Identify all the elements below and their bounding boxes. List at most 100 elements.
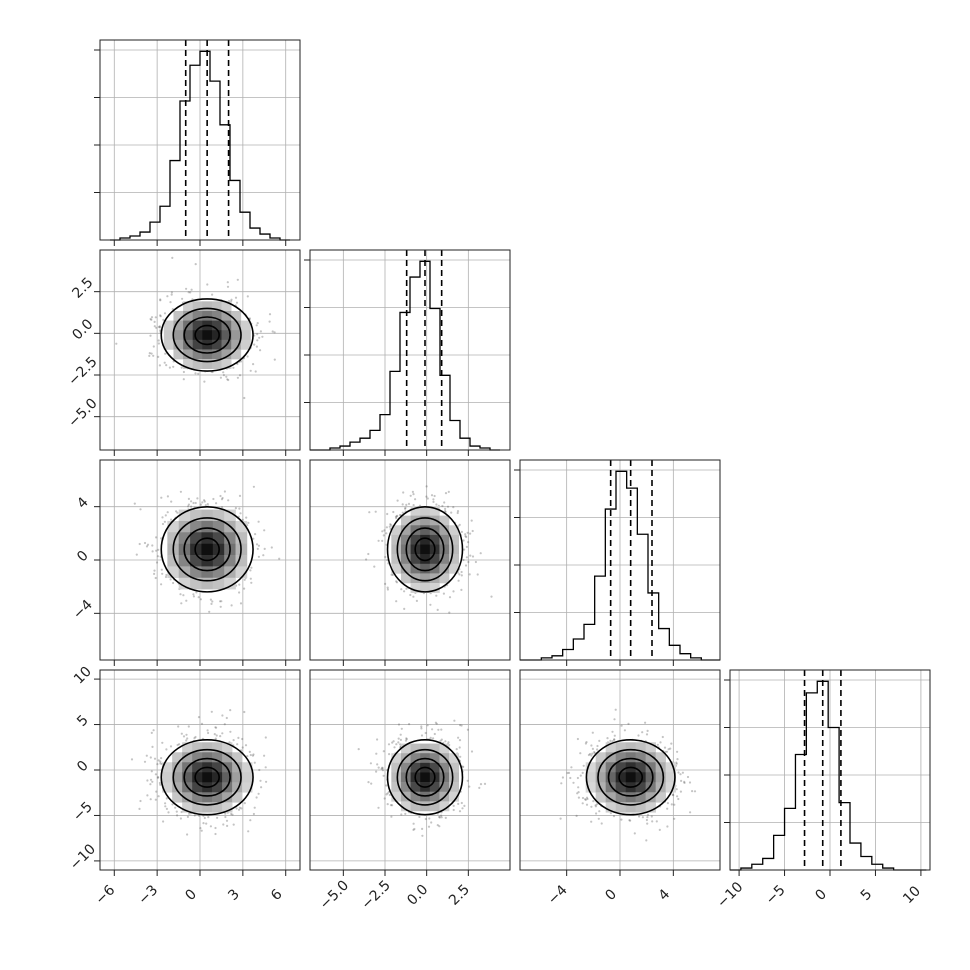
density-cell xyxy=(202,359,213,369)
density-cell xyxy=(201,509,214,522)
scatter-panel xyxy=(99,249,301,456)
density-cell xyxy=(182,802,193,813)
density-cell xyxy=(410,554,421,565)
density-cell xyxy=(429,753,440,764)
scatter-point xyxy=(135,553,138,556)
scatter-point xyxy=(243,578,246,581)
scatter-point xyxy=(186,737,189,740)
scatter-point xyxy=(258,768,261,772)
scatter-point xyxy=(395,743,398,746)
density-cell xyxy=(212,532,225,544)
scatter-point xyxy=(156,763,159,766)
scatter-point xyxy=(164,802,167,805)
scatter-point xyxy=(158,364,161,367)
scatter-point xyxy=(226,285,230,288)
scatter-point xyxy=(444,492,448,495)
scatter-point xyxy=(263,754,266,757)
scatter-point xyxy=(255,324,258,327)
density-cell xyxy=(439,525,450,536)
density-cell xyxy=(439,573,450,584)
scatter-point xyxy=(238,591,241,594)
density-cell xyxy=(178,555,191,567)
scatter-point xyxy=(255,796,258,799)
density-cell xyxy=(420,563,431,574)
scatter-point xyxy=(190,505,193,508)
histogram-panel xyxy=(94,39,301,246)
scatter-point xyxy=(412,595,415,598)
scatter-point xyxy=(414,498,417,501)
density-cell xyxy=(190,520,202,533)
scatter-point xyxy=(385,784,388,787)
scatter-point xyxy=(389,804,393,807)
density-cell xyxy=(400,554,411,565)
scatter-point xyxy=(450,511,453,514)
scatter-point xyxy=(194,735,197,739)
scatter-point xyxy=(170,293,173,296)
scatter-point xyxy=(169,578,172,581)
contour-line xyxy=(172,517,242,582)
scatter-point xyxy=(180,366,183,369)
scatter-point xyxy=(182,378,185,381)
scatter-point xyxy=(166,295,169,298)
contour-line xyxy=(386,739,464,816)
scatter-point xyxy=(458,523,461,527)
density-cell xyxy=(231,310,242,321)
scatter-point xyxy=(159,762,162,765)
scatter-point xyxy=(244,744,248,747)
y-tick-label: 0 xyxy=(74,758,92,776)
density-cell xyxy=(420,515,431,526)
density-cell xyxy=(410,791,421,802)
density-cell xyxy=(173,310,184,321)
scatter-point xyxy=(389,523,392,526)
scatter-point xyxy=(399,738,402,742)
scatter-point xyxy=(157,776,160,779)
density-cell xyxy=(224,555,236,567)
scatter-point xyxy=(264,736,267,739)
scatter-point xyxy=(185,739,188,742)
scatter-point xyxy=(193,737,196,740)
density-cell xyxy=(420,554,431,565)
scatter-point xyxy=(161,741,164,744)
scatter-point xyxy=(159,783,162,786)
scatter-point xyxy=(235,301,239,304)
density-cell xyxy=(178,509,191,522)
scatter-point xyxy=(243,396,246,400)
scatter-point xyxy=(143,541,147,545)
scatter-point xyxy=(249,753,252,757)
density-cell xyxy=(439,515,450,526)
scatter-point xyxy=(400,813,403,816)
scatter-point xyxy=(463,548,466,551)
density-cell xyxy=(420,801,431,812)
density-cell xyxy=(211,330,222,341)
scatter-panel xyxy=(99,459,301,666)
density-cell xyxy=(172,772,183,783)
scatter-point xyxy=(420,734,424,737)
density-cell xyxy=(192,310,203,321)
density-cell xyxy=(212,762,223,773)
x-tick-label: 2.5 xyxy=(446,882,473,909)
scatter-point xyxy=(412,493,415,496)
scatter-point xyxy=(594,805,598,808)
scatter-point xyxy=(386,586,389,589)
scatter-point xyxy=(404,812,407,816)
scatter-point xyxy=(424,731,427,735)
contour-line xyxy=(194,324,220,346)
scatter-point xyxy=(146,794,149,797)
scatter-point xyxy=(261,335,264,338)
scatter-point xyxy=(252,537,255,540)
y-tick-label: −10 xyxy=(67,841,99,873)
scatter-point xyxy=(243,710,246,714)
scatter-point xyxy=(164,514,167,517)
scatter-point xyxy=(197,372,200,375)
scatter-point xyxy=(436,824,439,827)
scatter-point xyxy=(174,806,177,809)
scatter-point xyxy=(390,573,393,576)
density-cell xyxy=(224,509,236,522)
scatter-point xyxy=(470,519,473,522)
scatter-point xyxy=(151,544,154,547)
scatter-point xyxy=(392,740,395,743)
density-cell xyxy=(449,762,459,773)
scatter-point xyxy=(369,762,372,765)
density-cell xyxy=(202,349,213,360)
